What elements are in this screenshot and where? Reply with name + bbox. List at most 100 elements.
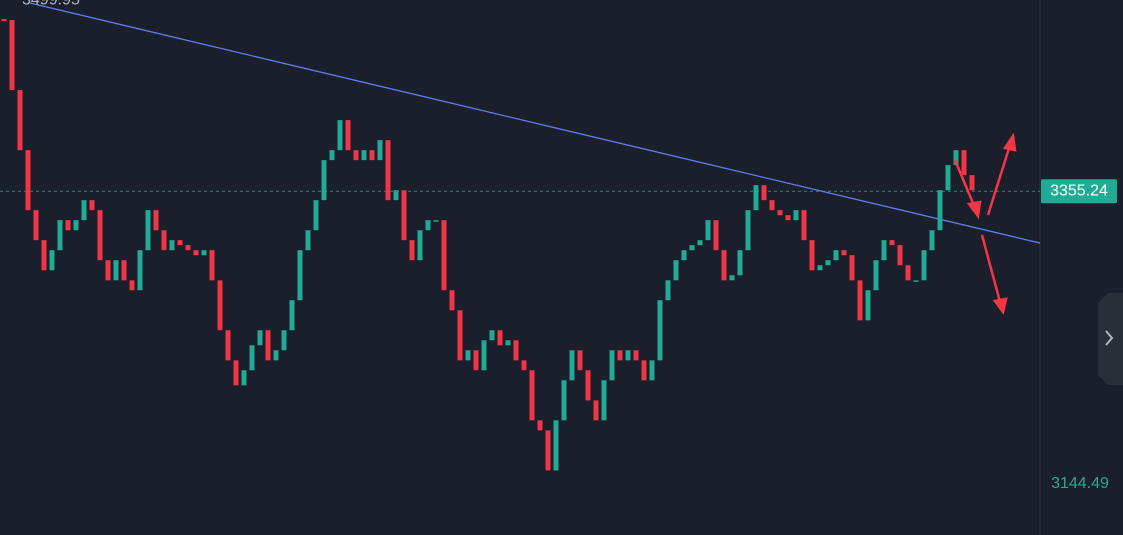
candle [577,350,583,371]
candle [433,220,439,222]
candle [145,210,151,251]
annotation-arrows [953,132,1017,315]
candle [753,185,759,211]
candle [65,220,71,231]
candle [593,400,599,421]
candle [881,240,887,261]
candle [441,220,447,291]
candle [217,280,223,331]
candle [393,190,399,201]
candle [281,330,287,351]
candle [361,150,367,161]
candle [329,150,335,161]
candle [249,345,255,371]
candle [457,310,463,361]
candle [513,340,519,361]
candle [385,140,391,201]
candle [489,330,495,341]
candle [809,240,815,271]
candle [585,370,591,401]
candle [209,250,215,281]
candle [737,250,743,276]
candle [745,210,751,251]
chevron-icon[interactable] [1105,330,1114,346]
candle [849,255,855,281]
arrow [980,234,1002,303]
candle [505,340,511,346]
candle [865,290,871,321]
candle [313,200,319,231]
trend-line [29,2,1041,244]
candle [241,370,247,386]
candle [449,290,455,311]
candle [49,250,55,271]
candle [777,210,783,216]
candle [33,210,39,241]
candle [561,380,567,421]
candle [873,260,879,291]
candle [81,200,87,221]
candle [305,230,311,251]
candle [17,90,23,151]
low-price-label: 3144.49 [1051,475,1109,492]
candle [73,220,79,231]
candle [321,160,327,201]
candle [25,150,31,211]
candle [793,210,799,221]
candle [353,150,359,161]
candle [785,215,791,221]
candle [89,200,95,211]
candle [897,245,903,266]
candle [969,175,975,191]
candle [425,220,431,231]
candle [529,370,535,421]
candle [121,260,127,281]
candle [761,185,767,201]
candle [137,250,143,291]
candle [921,250,927,281]
candle [273,350,279,361]
candle [497,330,503,346]
candle [841,250,847,256]
arrow [986,144,1012,216]
arrow-head [966,200,982,220]
candle [297,250,303,301]
candle [193,250,199,256]
arrow-head [992,297,1008,315]
candle [129,280,135,291]
candle [337,120,343,151]
candle [345,120,351,151]
candle [961,150,967,176]
candle [417,230,423,261]
candle [185,245,191,251]
candle [481,340,487,371]
candle [545,430,551,471]
candle [609,350,615,381]
candle [657,300,663,361]
candle [649,360,655,381]
candle [929,230,935,251]
candle [257,330,263,346]
candle [625,350,631,361]
plot-area [0,2,1041,471]
candle [857,280,863,321]
candle [601,380,607,421]
candle [409,240,415,261]
candle [161,230,167,251]
candle [369,150,375,161]
candle [537,420,543,431]
arrow [953,159,977,209]
candle [569,350,575,381]
candle [153,210,159,231]
candle [265,330,271,361]
last-price-label: 3355.24 [1050,182,1108,199]
candle [169,240,175,251]
candle [641,360,647,381]
expand-button[interactable] [1098,293,1123,385]
candle [889,240,895,246]
candle [801,210,807,241]
candle [113,260,119,281]
candle [937,190,943,231]
